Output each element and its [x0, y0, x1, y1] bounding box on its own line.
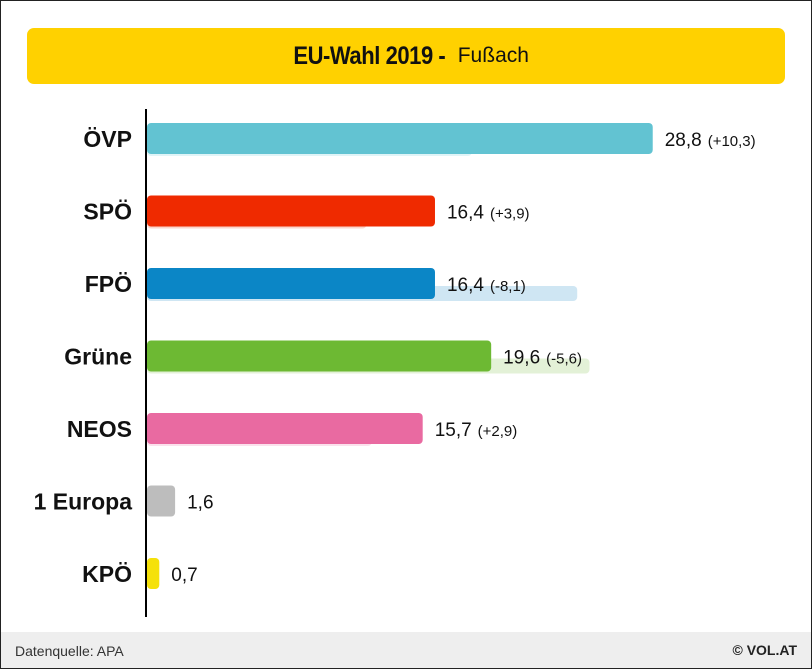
category-label-spö: SPÖ	[83, 199, 132, 225]
value-label-grüne: 19,6 (-5,6)	[503, 348, 582, 369]
category-labels: ÖVP SPÖ FPÖ Grüne NEOS 1 Europa KPÖ	[34, 126, 133, 587]
value-labels: 28,8 (+10,3) 16,4 (+3,9) 16,4 (-8,1) 19,6 (-5,6…	[171, 130, 755, 586]
bar-fpö	[147, 268, 435, 299]
value-label-spö: 16,4 (+3,9)	[447, 203, 530, 224]
brand-logo: © VOL.AT	[732, 642, 798, 658]
bar-övp	[147, 123, 653, 154]
bar-spö	[147, 195, 435, 227]
footer: Datenquelle: APA © VOL.AT	[1, 632, 811, 668]
bar-1-europa	[147, 485, 176, 517]
bars	[147, 123, 653, 589]
data-source: Datenquelle: APA	[15, 643, 124, 659]
chart-title: EU-Wahl 2019 -	[293, 41, 446, 70]
category-label-neos: NEOS	[67, 416, 132, 442]
value-label-fpö: 16,4 (-8,1)	[447, 275, 526, 296]
category-label-kpö: KPÖ	[82, 561, 132, 587]
bar-kpö	[147, 558, 160, 589]
chart-subtitle: Fußach	[457, 44, 529, 67]
category-label-fpö: FPÖ	[85, 271, 132, 297]
category-label-grüne: Grüne	[64, 344, 132, 370]
value-label-neos: 15,7 (+2,9)	[435, 420, 518, 441]
category-label-1-europa: 1 Europa	[34, 489, 133, 515]
bar-grüne	[147, 340, 492, 372]
value-label-övp: 28,8 (+10,3)	[665, 130, 756, 151]
category-label-övp: ÖVP	[83, 126, 132, 152]
value-label-1-europa: 1,6	[187, 493, 213, 514]
value-label-kpö: 0,7	[171, 565, 197, 586]
bar-neos	[147, 413, 423, 444]
chart-header: EU-Wahl 2019 - Fußach	[27, 28, 785, 84]
